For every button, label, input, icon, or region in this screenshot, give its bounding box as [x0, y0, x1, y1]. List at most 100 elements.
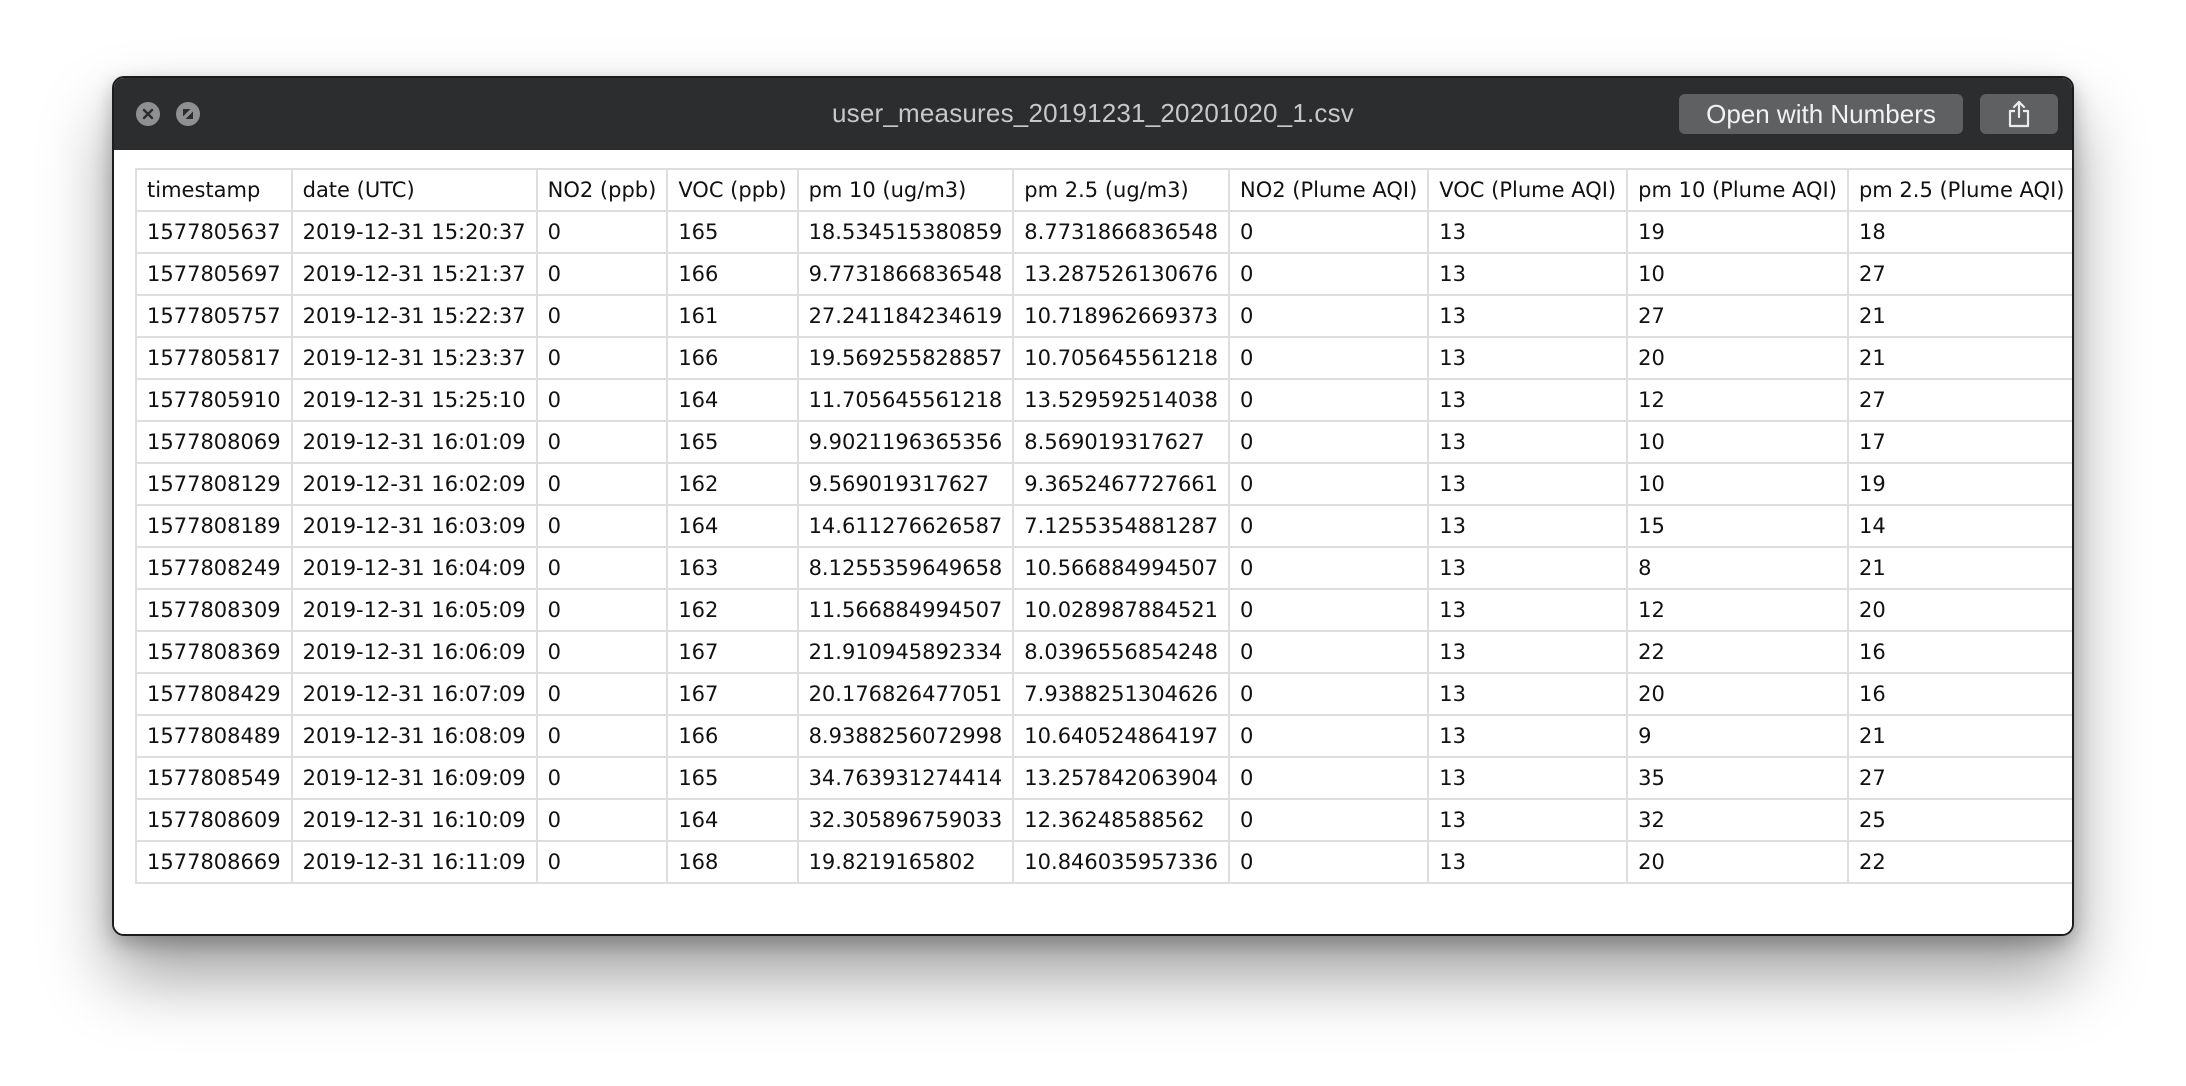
table-cell: 9: [1626, 714, 1849, 758]
table-row: 1577808309 2019-12-31 16:05:09 0 162 11.5668…: [135, 588, 2072, 632]
table-cell: 10: [1626, 420, 1849, 464]
table-cell: 10.846035957336: [1012, 840, 1231, 884]
table-row: 1577808189 2019-12-31 16:03:09 0 164 14.6112…: [135, 504, 2072, 548]
table-cell: 19: [1626, 210, 1849, 254]
table-cell: 13.287526130676: [1012, 252, 1231, 296]
table-cell: 18: [1846, 210, 2072, 254]
table-cell: 21.910945892334: [796, 630, 1015, 674]
table-cell: 0: [1228, 210, 1430, 254]
column-header: pm 2.5 (ug/m3): [1012, 168, 1231, 212]
share-button[interactable]: [1980, 94, 2058, 134]
table-cell: 21: [1846, 714, 2072, 758]
table-cell: 9.9021196365356: [796, 420, 1015, 464]
table-cell: 13: [1427, 336, 1629, 380]
table-row: 1577805757 2019-12-31 15:22:37 0 161 27.2411…: [135, 294, 2072, 338]
table-cell: 13: [1427, 756, 1629, 800]
table-cell: 20: [1846, 588, 2072, 632]
table-cell: 2019-12-31 16:09:09: [290, 756, 538, 800]
table-cell: 0: [535, 336, 669, 380]
column-header: NO2 (Plume AQI): [1228, 168, 1430, 212]
table-cell: 0: [535, 504, 669, 548]
table-cell: 0: [1228, 546, 1430, 590]
table-cell: 27: [1846, 378, 2072, 422]
table-row: 1577805910 2019-12-31 15:25:10 0 164 11.7056…: [135, 378, 2072, 422]
table-row: 1577808429 2019-12-31 16:07:09 0 167 20.1768…: [135, 672, 2072, 716]
share-icon: [2008, 100, 2030, 128]
table-cell: 0: [1228, 756, 1430, 800]
column-header: VOC (Plume AQI): [1427, 168, 1629, 212]
column-header: timestamp: [135, 168, 293, 212]
table-cell: 1577808309: [135, 588, 293, 632]
table-cell: 21: [1846, 336, 2072, 380]
table-cell: 14: [1846, 504, 2072, 548]
table-cell: 1577808189: [135, 504, 293, 548]
table-cell: 19.569255828857: [796, 336, 1015, 380]
table-cell: 9.569019317627: [796, 462, 1015, 506]
table-cell: 0: [1228, 672, 1430, 716]
table-cell: 161: [666, 294, 799, 338]
table-cell: 0: [535, 588, 669, 632]
table-cell: 11.566884994507: [796, 588, 1015, 632]
table-cell: 2019-12-31 15:22:37: [290, 294, 538, 338]
close-icon[interactable]: [136, 102, 160, 126]
csv-preview[interactable]: timestamp date (UTC) NO2 (ppb) VOC (ppb) pm …: [114, 150, 2072, 934]
table-cell: 13: [1427, 630, 1629, 674]
table-cell: 7.9388251304626: [1012, 672, 1231, 716]
table-cell: 8.0396556854248: [1012, 630, 1231, 674]
table-cell: 10.718962669373: [1012, 294, 1231, 338]
column-header: pm 10 (Plume AQI): [1626, 168, 1849, 212]
table-cell: 10.566884994507: [1012, 546, 1231, 590]
table-cell: 27: [1626, 294, 1849, 338]
table-cell: 32.305896759033: [796, 798, 1015, 842]
table-row: 1577808249 2019-12-31 16:04:09 0 163 8.12553…: [135, 546, 2072, 590]
table-cell: 2019-12-31 16:08:09: [290, 714, 538, 758]
table-cell: 1577808369: [135, 630, 293, 674]
table-cell: 12: [1626, 588, 1849, 632]
table-cell: 35: [1626, 756, 1849, 800]
table-cell: 13: [1427, 378, 1629, 422]
table-cell: 2019-12-31 15:25:10: [290, 378, 538, 422]
table-cell: 13: [1427, 714, 1629, 758]
table-cell: 15: [1626, 504, 1849, 548]
table-cell: 0: [535, 630, 669, 674]
table-cell: 2019-12-31 16:05:09: [290, 588, 538, 632]
table-cell: 0: [535, 294, 669, 338]
table-cell: 1577805757: [135, 294, 293, 338]
table-cell: 0: [1228, 462, 1430, 506]
table-cell: 13: [1427, 798, 1629, 842]
table-cell: 165: [666, 420, 799, 464]
table-cell: 32: [1626, 798, 1849, 842]
table-cell: 14.611276626587: [796, 504, 1015, 548]
table-cell: 13: [1427, 294, 1629, 338]
table-cell: 1577808129: [135, 462, 293, 506]
table-cell: 0: [535, 378, 669, 422]
table-body: 1577805637 2019-12-31 15:20:37 0 165 18.5345…: [135, 210, 2072, 884]
table-cell: 10.028987884521: [1012, 588, 1231, 632]
table-cell: 8.569019317627: [1012, 420, 1231, 464]
fullscreen-icon[interactable]: [176, 102, 200, 126]
table-cell: 13: [1427, 252, 1629, 296]
csv-table: timestamp date (UTC) NO2 (ppb) VOC (ppb) pm …: [135, 168, 2072, 884]
table-cell: 13: [1427, 504, 1629, 548]
table-cell: 2019-12-31 16:06:09: [290, 630, 538, 674]
table-cell: 2019-12-31 15:20:37: [290, 210, 538, 254]
table-cell: 16: [1846, 630, 2072, 674]
table-cell: 1577808609: [135, 798, 293, 842]
table-cell: 1577808669: [135, 840, 293, 884]
table-cell: 13: [1427, 588, 1629, 632]
table-row: 1577808369 2019-12-31 16:06:09 0 167 21.9109…: [135, 630, 2072, 674]
table-cell: 167: [666, 672, 799, 716]
table-cell: 20: [1626, 672, 1849, 716]
table-cell: 8.9388256072998: [796, 714, 1015, 758]
table-cell: 2019-12-31 16:01:09: [290, 420, 538, 464]
table-row: 1577805637 2019-12-31 15:20:37 0 165 18.5345…: [135, 210, 2072, 254]
table-cell: 17: [1846, 420, 2072, 464]
table-row: 1577808489 2019-12-31 16:08:09 0 166 8.93882…: [135, 714, 2072, 758]
table-cell: 165: [666, 756, 799, 800]
table-cell: 0: [1228, 840, 1430, 884]
window-title: user_measures_20191231_20201020_1.csv: [831, 98, 1355, 128]
open-with-numbers-button[interactable]: Open with Numbers: [1679, 94, 1963, 134]
table-cell: 10.640524864197: [1012, 714, 1231, 758]
table-cell: 0: [535, 798, 669, 842]
table-cell: 20: [1626, 336, 1849, 380]
